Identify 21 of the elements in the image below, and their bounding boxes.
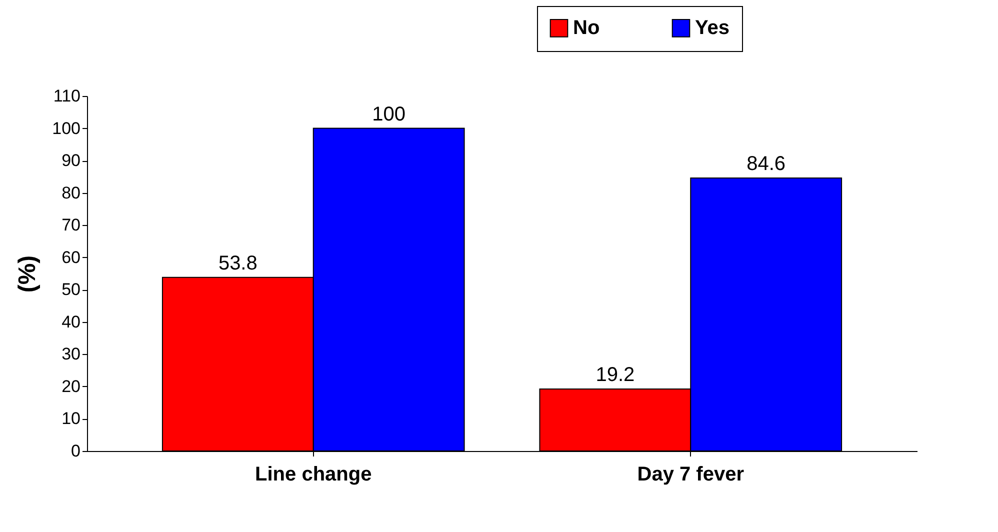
y-tick-label: 60	[62, 248, 80, 267]
data-label: 100	[372, 103, 406, 126]
y-tick-label: 0	[71, 442, 80, 460]
legend-label: No	[573, 17, 600, 40]
y-tick-label: 90	[62, 151, 80, 170]
data-label: 19.2	[596, 364, 635, 386]
y-tick-label: 10	[62, 409, 80, 428]
y-tick-label: 40	[62, 312, 80, 332]
y-tick-label: 70	[62, 216, 80, 235]
x-tick-label: Line change	[255, 464, 372, 486]
y-tick-label: 50	[62, 280, 80, 300]
y-tick-label: 20	[62, 376, 80, 396]
y-axis-title: (%)	[14, 255, 42, 293]
y-tick-label: 30	[62, 344, 80, 364]
data-label: 53.8	[218, 252, 258, 274]
legend-label: Yes	[695, 17, 730, 40]
y-tick-label: 100	[52, 118, 80, 138]
data-label: 84.6	[746, 152, 786, 175]
y-tick-label: 80	[62, 183, 80, 202]
y-tick-label: 110	[53, 86, 80, 106]
x-tick-label: Day 7 fever	[637, 464, 744, 486]
